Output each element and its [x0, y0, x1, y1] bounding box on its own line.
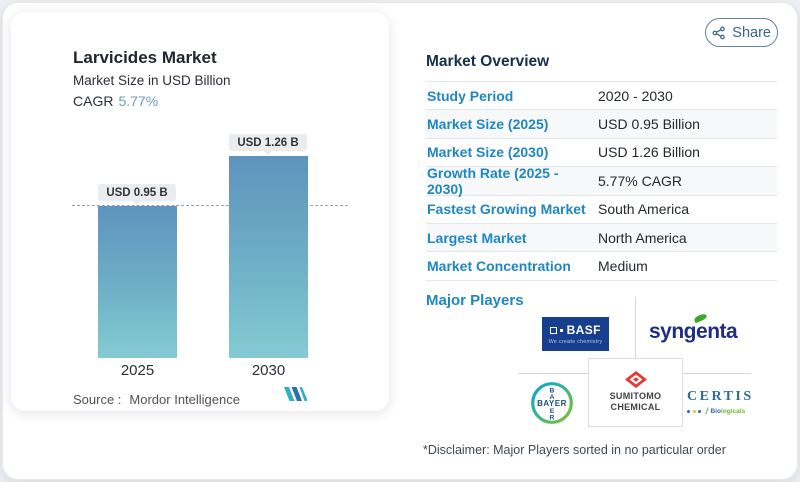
basf-logo: BASF We create chemistry: [542, 317, 609, 351]
basf-square-solid-icon: [559, 328, 564, 332]
row-label: Growth Rate (2025 - 2030): [427, 164, 559, 197]
svg-text:E: E: [550, 408, 555, 415]
svg-text:BAYER: BAYER: [537, 399, 567, 408]
cagr-value: 5.77%: [118, 93, 159, 109]
table-row-largest-market: Largest Market North America: [426, 223, 777, 253]
table-row-growth-rate: Growth Rate (2025 - 2030) 5.77% CAGR: [426, 164, 777, 197]
syngenta-logo: syngenta: [649, 312, 745, 350]
certis-leaf-icon: /: [705, 406, 709, 416]
bar-2030: [229, 156, 308, 358]
certis-wordmark: CERTIS: [687, 389, 754, 404]
mordor-intelligence-logo-icon: [284, 387, 307, 401]
row-label: Fastest Growing Market: [427, 201, 586, 218]
overview-heading: Market Overview: [426, 53, 550, 70]
share-button[interactable]: Share: [705, 18, 778, 47]
cagr-label: CAGR: [73, 93, 114, 109]
chart-subtitle: Market Size in USD Billion: [73, 73, 231, 88]
row-label: Market Concentration: [427, 258, 571, 275]
certis-dot-icon: [692, 409, 696, 413]
overview-table: Study Period 2020 - 2030 Market Size (20…: [426, 81, 777, 281]
certis-subbrand: Biologicals: [710, 407, 746, 415]
svg-text:B: B: [550, 388, 555, 395]
share-button-label: Share: [732, 24, 771, 41]
chart-title: Larvicides Market: [73, 48, 217, 67]
row-value: 2020 - 2030: [598, 87, 673, 104]
reference-dashed-line: [72, 205, 348, 206]
share-icon: [712, 26, 725, 39]
row-value: USD 1.26 Billion: [598, 144, 700, 161]
table-row-fastest-growing-market: Fastest Growing Market South America: [426, 196, 777, 224]
chart-panel: [11, 12, 389, 411]
x-axis-label-2030: 2030: [251, 362, 286, 379]
bayer-logo: BAYER B A E R: [531, 382, 573, 424]
basf-square-outline-icon: [550, 326, 558, 334]
source-label: Source :: [73, 392, 122, 407]
disclaimer-text: *Disclaimer: Major Players sorted in no …: [423, 443, 726, 457]
table-row-market-size-2030: Market Size (2030) USD 1.26 Billion: [426, 139, 777, 168]
source-value: Mordor Intelligence: [129, 392, 240, 407]
sumitomo-chemical-logo: SUMITOMO CHEMICAL: [588, 358, 683, 427]
basf-wordmark: BASF: [566, 323, 601, 338]
row-label: Market Size (2025): [427, 116, 549, 133]
major-players-label: Major Players: [426, 292, 524, 309]
row-value: South America: [598, 201, 690, 218]
table-row-market-size-2025: Market Size (2025) USD 0.95 Billion: [426, 110, 777, 139]
sumitomo-igeta-icon: [624, 371, 647, 388]
svg-text:R: R: [550, 415, 555, 422]
row-label: Largest Market: [427, 229, 527, 246]
bar-2025: [98, 206, 177, 358]
syngenta-wordmark: syngenta: [649, 320, 738, 343]
row-value: 5.77% CAGR: [598, 172, 683, 189]
certis-dot-icon: [687, 409, 690, 413]
sumitomo-wordmark: SUMITOMO CHEMICAL: [609, 391, 662, 413]
row-value: USD 0.95 Billion: [598, 116, 700, 133]
certis-dot-icon: [698, 409, 701, 413]
row-value: North America: [598, 229, 687, 246]
bar-value-label-2025: USD 0.95 B: [98, 184, 176, 205]
chart-cagr-line: CAGR 5.77%: [73, 93, 158, 109]
x-axis-label-2025: 2025: [120, 362, 155, 379]
svg-text:A: A: [550, 394, 555, 401]
source-attribution: Source : Mordor Intelligence: [73, 392, 240, 407]
bar-value-label-2030: USD 1.26 B: [229, 134, 307, 156]
table-row-study-period: Study Period 2020 - 2030: [426, 82, 777, 111]
row-value: Medium: [598, 258, 648, 275]
table-row-market-concentration: Market Concentration Medium: [426, 252, 777, 281]
players-vertical-divider: [635, 297, 636, 358]
row-label: Study Period: [427, 87, 514, 104]
certis-logo: CERTIS / Biologicals: [687, 389, 753, 416]
row-label: Market Size (2030): [427, 144, 549, 161]
basf-tagline: We create chemistry: [548, 338, 603, 345]
